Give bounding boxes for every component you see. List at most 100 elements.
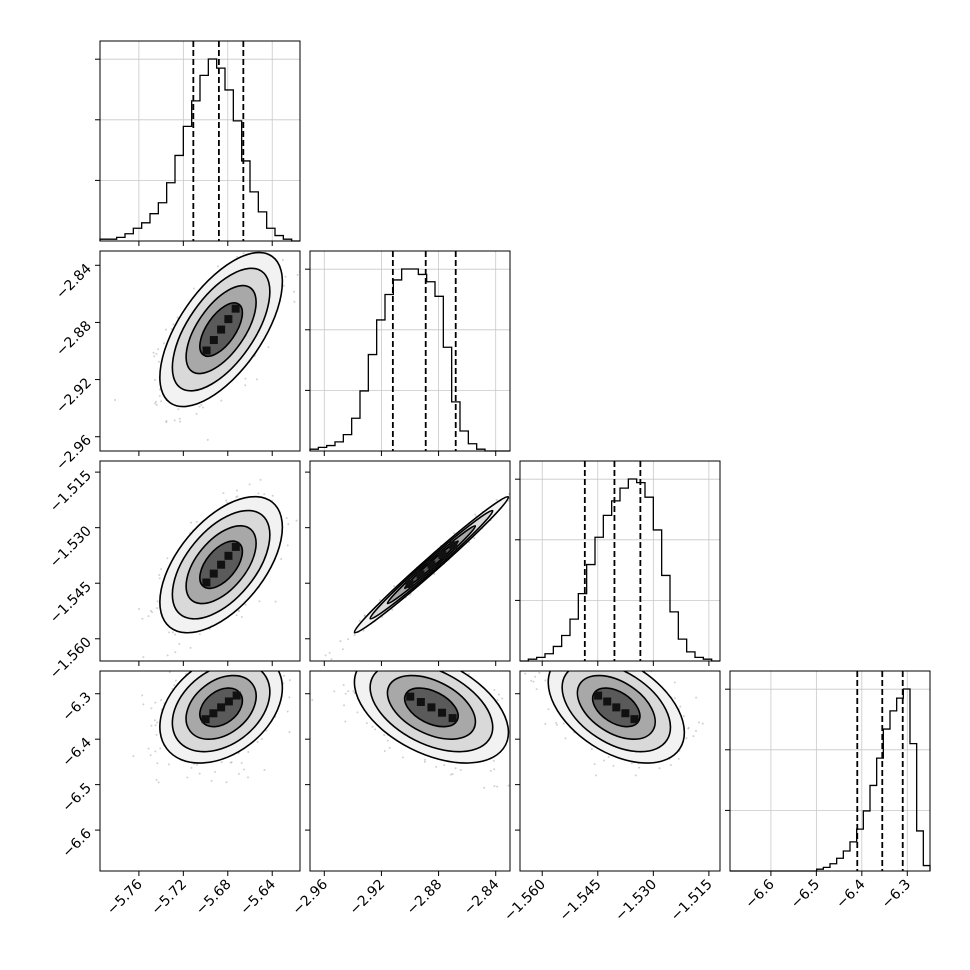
panel-frame [99,460,301,662]
sample-point [584,669,586,671]
sample-point [612,764,615,767]
sample-point [158,394,161,397]
sample-point [258,659,260,661]
sample-point [492,759,495,762]
sample-point [177,408,180,411]
sample-point [418,662,420,664]
sample-point [256,663,258,665]
sample-point [363,667,365,669]
density-core-bin [231,542,240,551]
sample-point [251,641,253,643]
sample-point [311,699,314,702]
sample-point [255,378,258,381]
sample-point [426,640,428,642]
sample-point [264,662,266,664]
sample-point [401,756,404,759]
sample-point [388,746,391,749]
sample-point [165,420,168,423]
sample-point [383,750,386,753]
sample-point [155,352,158,355]
sample-point [263,666,265,668]
sample-point [190,766,193,769]
sample-point [263,493,266,496]
sample-point [155,403,158,406]
sample-point [276,653,278,655]
sample-point [206,666,208,668]
sample-point [288,679,291,682]
sample-point [162,342,165,345]
sample-point [156,600,159,603]
sample-point [159,747,162,750]
sample-point [512,491,514,493]
sample-point [220,399,223,402]
sample-point [235,489,238,492]
joint-panel-0-3 [99,641,301,872]
sample-point [679,705,682,708]
sample-point [165,421,168,424]
sample-point [371,656,373,658]
sample-point [365,722,368,725]
sample-point [495,498,498,501]
sample-point [244,384,247,387]
sample-point [155,733,158,736]
sample-point [149,609,152,612]
sample-point [186,776,189,779]
sample-point [174,679,177,682]
sample-point [673,697,676,700]
sample-point [324,654,327,657]
sample-point [587,669,589,671]
sample-point [160,400,163,403]
sample-point [528,726,530,728]
sample-point [247,750,250,753]
sample-point [213,667,215,669]
sample-point [173,684,176,687]
sample-point [243,768,246,771]
sample-point [603,655,605,657]
sample-point [267,346,270,349]
sample-point [468,541,471,544]
sample-point [288,696,291,699]
sample-point [216,654,218,656]
sample-point [280,557,283,560]
sample-point [522,481,524,483]
sample-point [149,754,152,757]
sample-point [637,663,639,665]
sample-point [352,690,355,693]
sample-point [474,513,477,516]
sample-point [393,662,395,664]
sample-point [367,666,369,668]
sample-point [157,360,160,363]
sample-point [443,764,446,767]
density-core-bin [448,714,457,723]
sample-point [406,667,408,669]
density-core-bin [416,570,425,579]
sample-point [141,694,144,697]
panel-frame [309,250,511,452]
sample-point [522,665,524,667]
sample-point [386,739,389,742]
sample-point [198,667,200,669]
sample-point [154,724,157,727]
sample-point [147,615,150,618]
density-core-bin [231,304,240,313]
sample-point [248,654,250,656]
sample-point [292,290,295,293]
sample-point [687,727,690,730]
sample-point [250,653,252,655]
sample-point [142,656,145,659]
sample-point [489,769,492,772]
density-core-bin [405,580,414,589]
histogram-panel-1 [305,250,511,452]
sample-point [172,323,175,326]
sample-point [347,645,349,647]
density-core-bin [232,691,241,700]
sample-point [212,668,214,670]
sample-point [263,768,266,771]
sample-point [248,663,250,665]
sample-point [197,647,199,649]
sample-point [230,644,232,646]
density-core-bin [406,692,415,701]
sample-point [473,537,476,540]
density-core-bin [209,336,218,345]
sample-point [590,748,593,751]
